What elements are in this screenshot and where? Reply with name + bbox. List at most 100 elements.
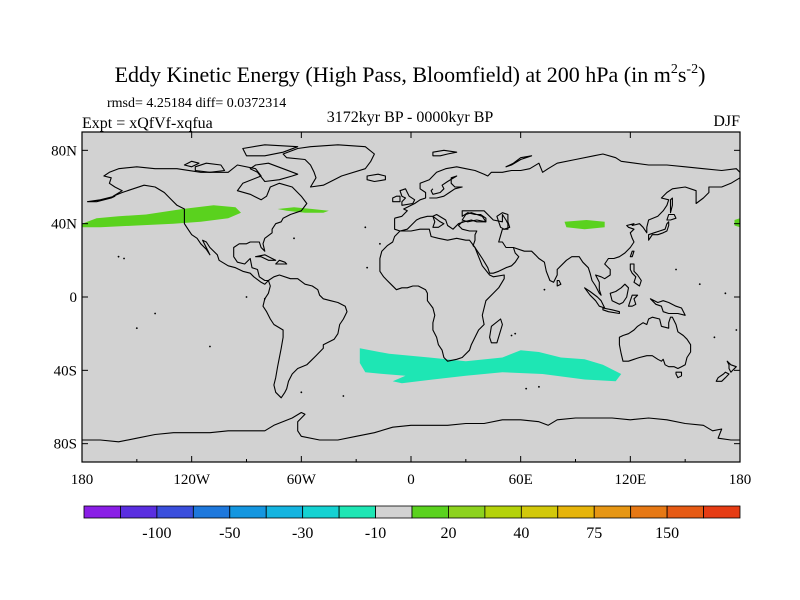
island-dot [117,255,120,258]
coastlines [82,144,741,443]
lat-tick-label: 80S [54,437,77,453]
coastline-java [602,307,620,315]
coastline-borneo [609,283,630,305]
island-dot [123,257,125,260]
chart-title: Eddy Kinetic Energy (High Pass, Bloomfie… [115,62,706,87]
coastline-iceland [366,173,386,183]
season-label: DJF [713,113,740,130]
region-southern-ocean-storm-track [359,348,622,384]
island-dot [525,387,528,390]
island-dot [675,268,677,271]
region-north-atlantic-jet [277,207,329,213]
island-dot [154,312,157,315]
lon-ticks: 180 120W 60W 0 60E 120E 180 [71,132,752,488]
coastline-victoria-island [194,162,226,173]
colorbar-label: -30 [292,525,313,542]
island-dot [713,336,716,339]
coastline-north-america [103,164,308,285]
coastline-philippines [629,263,642,287]
lon-tick-label: 120W [173,472,211,488]
coastline-novaya-zemlya [505,155,533,168]
title-unit-s: s [678,62,687,87]
lat-tick-label: 40N [51,217,77,233]
island-dot [293,237,295,240]
coastline-asia-south [513,177,741,296]
coastline-africa [379,228,505,362]
coastline-sulawesi [627,294,639,307]
island-dot [263,297,266,300]
colorbar-swatch [302,505,340,519]
coastline-tasmania [675,371,683,379]
colorbar-swatch [120,505,158,519]
lon-tick-label: 0 [407,472,415,488]
colorbar-swatch [666,505,704,519]
colorbar-label: 40 [513,525,529,542]
lon-tick-label: 180 [71,472,94,488]
coastline-ellesmere [242,144,299,157]
coastline-black-sea [461,212,487,223]
lon-tick-label: 180 [729,472,752,488]
island-dot [342,395,345,397]
coastline-sakhalin [669,197,673,214]
colorbar-label: 75 [586,525,602,542]
colorbar-swatch [338,505,376,519]
colorbar-label: 20 [440,525,456,542]
coastline-greenland [282,144,375,188]
coastline-baffin [249,162,299,183]
island-dot [538,385,540,388]
colorbar-swatch [448,505,486,519]
colorbar-swatch [375,505,413,519]
title-main: Eddy Kinetic Energy (High Pass, Bloomfie… [115,62,671,87]
island-dot [724,292,727,295]
island-dot [543,288,546,291]
coastline-taiwan [629,250,635,258]
colorbar-label: 150 [655,525,679,542]
coastline-alaska-peninsula [86,195,116,203]
island-dot [245,296,248,298]
island-dot [364,226,367,229]
coastline-eurasia [394,210,520,274]
map-background [82,132,740,462]
coastline-svalbard [432,149,458,157]
colorbar-swatch [411,505,449,519]
coastline-uk [399,188,416,206]
title-close: ) [698,62,705,87]
colorbar-label: -100 [142,525,171,542]
coastline-cuba [255,254,277,261]
island-dot [135,327,138,330]
lon-tick-label: 120E [614,472,646,488]
coastline-caspian [496,212,511,230]
colorbar-swatch [593,505,632,519]
colorbar-swatch [484,505,522,519]
coastline-nz-north [726,360,737,373]
coastline-australia [618,316,692,370]
colorbar-swatch [83,505,121,519]
anomaly-regions [82,205,740,384]
coastline-sri-lanka [556,279,562,287]
period-label: 3172kyr BP - 0000kyr BP [327,109,494,126]
coastline-banks-island [183,160,200,168]
coastline-japan [648,221,670,241]
colorbar-swatch [703,505,741,519]
region-north-pacific-jet [82,205,241,228]
island-dot [510,334,513,337]
stats-label: rmsd= 4.25184 diff= 0.0372314 [107,96,286,111]
lon-tick-label: 60W [287,472,317,488]
colorbar-swatch [630,505,668,519]
coastline-hispaniola [275,259,288,265]
colorbar-swatch [156,505,194,519]
region-dateline-jet-edge [734,218,740,228]
island-dot [300,391,303,394]
colorbar-labels: -100 -50 -30 -10 20 40 75 150 [142,525,679,542]
map-panel: 80N 40N 0 40S 80S 180 120W 60W 0 60E 120E 180 [51,131,752,488]
coastline-baltic [429,175,463,199]
colorbar-label: -10 [365,525,386,542]
coastline-nz-south [715,371,730,382]
coastline-madagascar [489,318,503,344]
colorbar [83,505,741,519]
coastline-ireland [392,195,401,203]
experiment-label: Expt = xQfVf-xqfua [82,115,213,132]
island-dot [698,283,701,286]
coastline-antarctica [82,411,740,443]
